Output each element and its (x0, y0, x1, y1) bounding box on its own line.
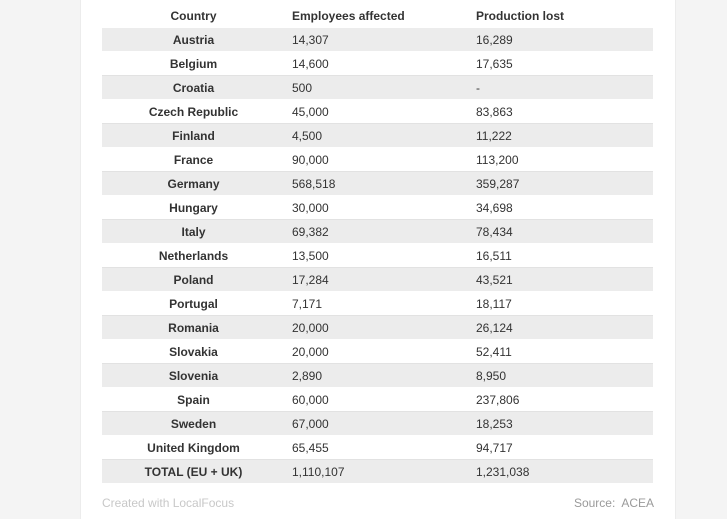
production-lost-cell: 16,289 (476, 28, 653, 52)
production-lost-cell: 94,717 (476, 435, 653, 460)
employees-affected-cell: 30,000 (285, 195, 476, 220)
production-lost-cell: 16,511 (476, 243, 653, 268)
employees-affected-cell: 7,171 (285, 291, 476, 316)
country-cell: Finland (102, 123, 285, 148)
country-cell: United Kingdom (102, 435, 285, 460)
country-cell: Portugal (102, 291, 285, 316)
source-note: Source: ACEA (573, 496, 654, 510)
production-lost-cell: 18,253 (476, 411, 653, 436)
table-row: Netherlands 13,500 16,511 (102, 243, 653, 268)
table-row: Austria 14,307 16,289 (102, 28, 653, 52)
employees-affected-cell: 45,000 (285, 99, 476, 124)
localfocus-credit-link[interactable]: Created with LocalFocus (102, 496, 235, 510)
employees-affected-cell: 69,382 (285, 219, 476, 244)
employees-affected-cell: 14,307 (285, 28, 476, 52)
production-lost-cell: 1,231,038 (476, 459, 653, 484)
employees-affected-cell: 20,000 (285, 315, 476, 340)
column-header-employees: Employees affected (292, 9, 405, 23)
country-cell: Belgium (102, 51, 285, 76)
employees-affected-cell: 20,000 (285, 339, 476, 364)
country-cell: Germany (102, 171, 285, 196)
employees-affected-cell: 4,500 (285, 123, 476, 148)
table-row: Portugal 7,171 18,117 (102, 291, 653, 316)
employees-affected-cell: 67,000 (285, 411, 476, 436)
table-row: France 90,000 113,200 (102, 147, 653, 172)
country-cell: TOTAL (EU + UK) (102, 459, 285, 484)
country-cell: Hungary (102, 195, 285, 220)
production-lost-cell: 11,222 (476, 123, 653, 148)
table-body: Austria 14,307 16,289 Belgium 14,600 17,635 Cr… (102, 28, 653, 484)
country-cell: Italy (102, 219, 285, 244)
production-lost-cell: 113,200 (476, 147, 653, 172)
table-row: Italy 69,382 78,434 (102, 219, 653, 244)
production-lost-cell: 17,635 (476, 51, 653, 76)
employees-affected-cell: 13,500 (285, 243, 476, 268)
country-cell: Sweden (102, 411, 285, 436)
country-cell: Croatia (102, 75, 285, 100)
table-row: Croatia 500- (102, 75, 653, 100)
country-cell: Spain (102, 387, 285, 412)
table-row: Poland 17,284 43,521 (102, 267, 653, 292)
production-lost-cell: 78,434 (476, 219, 653, 244)
production-lost-cell: 26,124 (476, 315, 653, 340)
employees-affected-cell: 2,890 (285, 363, 476, 388)
country-cell: Netherlands (102, 243, 285, 268)
country-cell: Slovakia (102, 339, 285, 364)
table-row: Sweden 67,000 18,253 (102, 411, 653, 436)
table-row: Slovenia 2,890 8,950 (102, 363, 653, 388)
table-row: Finland 4,500 11,222 (102, 123, 653, 148)
table-header: Country Employees affected Production lo… (102, 4, 653, 28)
table-row: Slovakia 20,000 52,411 (102, 339, 653, 364)
table-row: Belgium 14,600 17,635 (102, 51, 653, 76)
country-cell: France (102, 147, 285, 172)
production-lost-cell: 8,950 (476, 363, 653, 388)
employees-affected-cell: 1,110,107 (285, 459, 476, 484)
table-row: Spain 60,000 237,806 (102, 387, 653, 412)
table-row: TOTAL (EU + UK) 1,110,107 1,231,038 (102, 459, 653, 484)
employees-affected-cell: 568,518 (285, 171, 476, 196)
production-lost-cell: 18,117 (476, 291, 653, 316)
country-cell: Slovenia (102, 363, 285, 388)
country-cell: Romania (102, 315, 285, 340)
production-lost-cell: - (476, 75, 653, 100)
table-row: United Kingdom 65,455 94,717 (102, 435, 653, 460)
column-header-country: Country (170, 9, 217, 23)
production-lost-cell: 237,806 (476, 387, 653, 412)
production-lost-cell: 34,698 (476, 195, 653, 220)
production-lost-cell: 52,411 (476, 339, 653, 364)
table-row: Romania 20,000 26,124 (102, 315, 653, 340)
table-row: Germany 568,518 359,287 (102, 171, 653, 196)
employees-affected-cell: 500 (285, 75, 476, 100)
employees-affected-cell: 14,600 (285, 51, 476, 76)
table-row: Hungary 30,000 34,698 (102, 195, 653, 220)
country-cell: Austria (102, 28, 285, 52)
production-lost-cell: 83,863 (476, 99, 653, 124)
employees-affected-cell: 90,000 (285, 147, 476, 172)
employees-affected-cell: 17,284 (285, 267, 476, 292)
column-header-production: Production lost (476, 9, 564, 23)
country-cell: Poland (102, 267, 285, 292)
table-card: Country Employees affected Production lo… (80, 0, 676, 519)
table-row: Czech Republic 45,000 83,863 (102, 99, 653, 124)
production-lost-cell: 359,287 (476, 171, 653, 196)
data-table: Country Employees affected Production lo… (102, 4, 653, 484)
employees-affected-cell: 65,455 (285, 435, 476, 460)
country-cell: Czech Republic (102, 99, 285, 124)
employees-affected-cell: 60,000 (285, 387, 476, 412)
production-lost-cell: 43,521 (476, 267, 653, 292)
header-row: Country Employees affected Production lo… (102, 4, 653, 28)
